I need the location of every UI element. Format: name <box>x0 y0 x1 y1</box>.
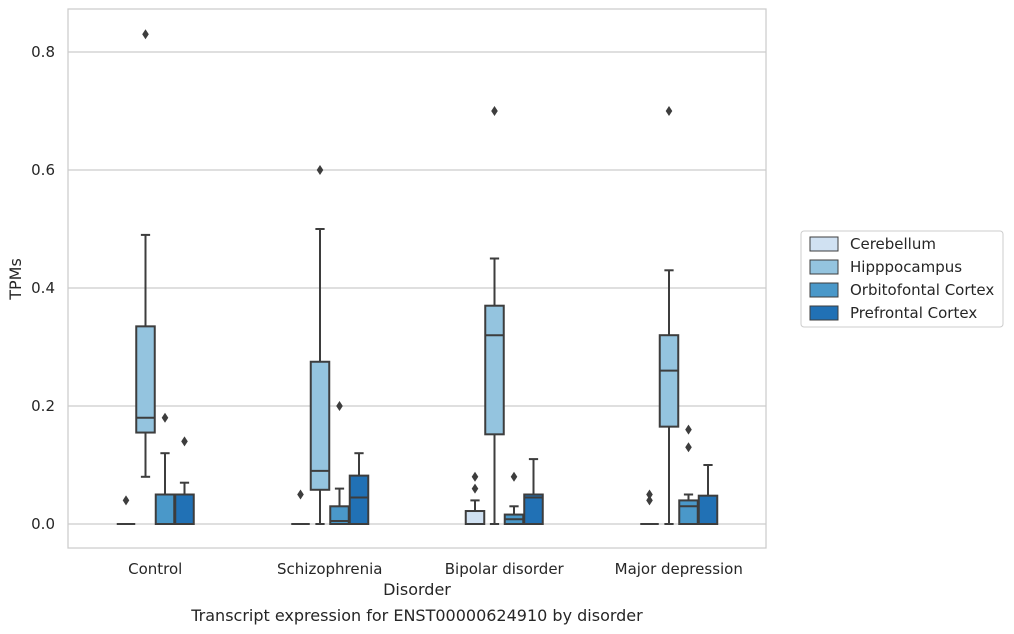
x-tick-label: Bipolar disorder <box>445 560 565 578</box>
y-tick-label: 0.8 <box>31 43 55 61</box>
box-hipppocampus <box>658 106 680 525</box>
box-iqr <box>135 325 156 434</box>
outlier-point <box>685 442 692 453</box>
box-cerebellum <box>640 489 659 525</box>
legend-swatch <box>809 305 839 321</box>
boxes-layer <box>116 29 719 525</box>
box-iqr <box>464 510 486 525</box>
box-iqr <box>174 493 195 525</box>
x-tick-label: Control <box>128 560 182 578</box>
box-orbitofontal-cortex <box>678 424 699 525</box>
box-cerebellum <box>464 471 486 525</box>
x-tick-label: Major depression <box>615 560 743 578</box>
outlier-point <box>316 165 324 175</box>
box-orbitofontal-cortex <box>154 412 176 525</box>
outlier-point <box>336 401 343 411</box>
outlier-point <box>161 412 169 423</box>
y-tick-label: 0.0 <box>31 515 55 533</box>
outlier-point <box>646 489 653 500</box>
box-iqr <box>523 493 544 525</box>
box-iqr <box>678 499 699 525</box>
x-axis-ticks: Control Schizophrenia Bipolar disorder Majo… <box>128 560 743 578</box>
figure-caption: Transcript expression for ENST0000062491… <box>191 606 643 625</box>
outlier-point <box>491 106 498 116</box>
legend-frame <box>800 230 1004 328</box>
legend-entry: Orbitofontal Cortex <box>850 281 994 299</box>
box-cerebellum <box>291 489 310 525</box>
y-axis-ticks: 0.0 0.2 0.4 0.6 0.8 <box>31 43 55 533</box>
box-iqr <box>658 334 680 428</box>
box-cerebellum <box>116 495 136 525</box>
plot-area-frame <box>67 8 767 549</box>
box-orbitofontal-cortex <box>329 401 350 525</box>
box-prefrontal-cortex <box>697 464 719 525</box>
y-tick-label: 0.6 <box>31 161 55 179</box>
legend-swatch <box>809 259 839 275</box>
box-iqr <box>154 493 176 525</box>
x-tick-label: Schizophrenia <box>277 560 382 578</box>
box-prefrontal-cortex <box>523 458 544 525</box>
box-orbitofontal-cortex <box>503 471 525 525</box>
legend-swatch <box>809 236 839 252</box>
outlier-point <box>646 495 653 506</box>
outlier-point <box>685 424 692 435</box>
outlier-point <box>142 29 149 40</box>
gridlines <box>68 51 766 525</box>
y-axis-label: TPMs <box>6 258 25 301</box>
x-axis-label: Disorder <box>383 580 451 599</box>
box-iqr <box>309 360 331 491</box>
outlier-point <box>471 483 479 494</box>
outlier-point <box>122 495 130 506</box>
outlier-point <box>471 471 479 482</box>
box-iqr <box>697 494 719 525</box>
y-tick-label: 0.2 <box>31 397 55 415</box>
legend-entry: Hipppocampus <box>850 258 962 276</box>
y-tick-label: 0.4 <box>31 279 55 297</box>
legend-entry: Cerebellum <box>850 235 936 253</box>
outlier-point <box>181 436 188 447</box>
outlier-point <box>297 489 304 500</box>
box-hipppocampus <box>309 165 331 525</box>
box-hipppocampus <box>135 29 156 478</box>
box-prefrontal-cortex <box>174 436 195 525</box>
outlier-point <box>510 471 518 482</box>
box-hipppocampus <box>484 106 505 525</box>
legend: Cerebellum Hipppocampus Orbitofontal Corte… <box>800 230 1004 328</box>
box-prefrontal-cortex <box>348 452 370 525</box>
outlier-point <box>665 106 673 116</box>
box-iqr <box>484 304 505 436</box>
box-iqr <box>348 474 370 525</box>
legend-entry: Prefrontal Cortex <box>850 304 977 322</box>
legend-swatch <box>809 282 839 298</box>
